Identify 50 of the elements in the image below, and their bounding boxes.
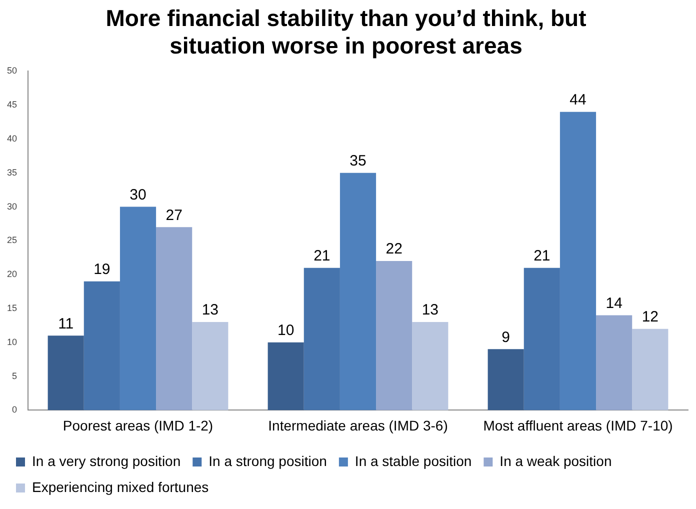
data-label: 27 [166, 206, 182, 224]
legend-label: In a strong position [208, 452, 327, 469]
data-label: 44 [570, 92, 586, 109]
y-tick-label: 20 [6, 269, 18, 280]
data-label: 13 [202, 302, 219, 319]
data-label: 35 [350, 152, 366, 170]
bar [488, 349, 524, 410]
data-label: 12 [642, 308, 659, 326]
y-tick-label: 15 [6, 302, 18, 313]
y-tick-label: 50 [6, 66, 18, 76]
y-tick-label: 35 [6, 167, 18, 178]
bar [560, 112, 596, 410]
legend-label: Experiencing mixed fortunes [32, 478, 209, 495]
x-tick-label: Most affluent areas (IMD 7-10) [483, 417, 673, 434]
data-label: 22 [386, 240, 402, 258]
y-tick-label: 25 [6, 235, 18, 246]
data-label: 30 [130, 186, 146, 204]
y-tick-label: 5 [12, 370, 18, 381]
x-tick-label: Poorest areas (IMD 1-2) [62, 417, 214, 434]
y-tick-label: 0 [12, 404, 18, 415]
data-label: 10 [278, 322, 294, 340]
bar [632, 328, 668, 410]
data-label: 13 [422, 302, 439, 319]
bar [376, 261, 412, 410]
data-label: 21 [314, 247, 330, 264]
data-label: 9 [502, 328, 510, 346]
data-label: 14 [606, 294, 622, 312]
chart-title: More financial stability than you’d think, but situation worse in poorest areas [106, 5, 587, 59]
bar [84, 281, 120, 410]
bar [268, 342, 304, 410]
y-tick-label: 10 [6, 336, 18, 347]
bar [192, 322, 228, 410]
data-label: 11 [58, 315, 74, 332]
bar [48, 336, 84, 410]
legend-label: In a weak position [500, 452, 612, 469]
bar [596, 315, 632, 410]
bar [156, 227, 192, 410]
y-tick-label: 45 [6, 100, 18, 110]
bar [412, 322, 448, 410]
bar [304, 268, 340, 410]
x-tick-label: Intermediate areas (IMD 3-6) [268, 417, 448, 434]
legend-label: In a very strong position [32, 452, 181, 469]
data-label: 19 [94, 261, 110, 278]
bar [524, 268, 560, 410]
y-tick-label: 30 [6, 201, 18, 212]
y-tick-label: 40 [6, 133, 18, 144]
bar [340, 172, 376, 410]
bar [120, 206, 156, 410]
legend-label: In a stable position [354, 452, 472, 469]
data-label: 21 [534, 247, 550, 264]
